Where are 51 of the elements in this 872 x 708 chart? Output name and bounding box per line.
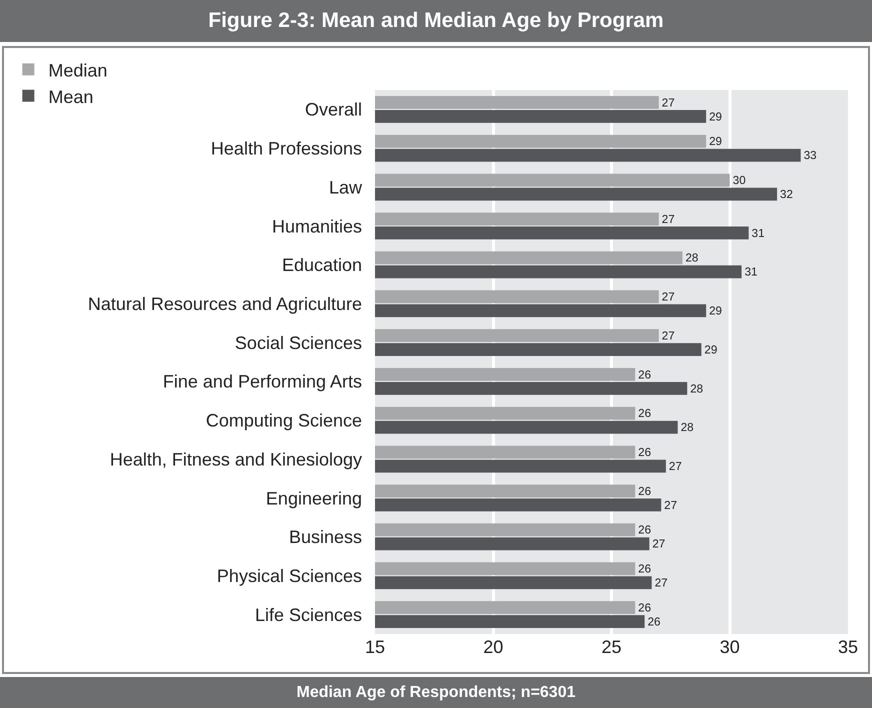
x-axis-title: Median Age of Respondents; n=6301	[0, 677, 872, 708]
data-label: 27	[668, 460, 682, 473]
data-label: 30	[732, 175, 746, 188]
data-label: 26	[648, 616, 660, 628]
data-label: 26	[638, 524, 652, 537]
y-tick-label: Social Sciences	[234, 332, 362, 353]
y-tick-label: Health, Fitness and Kinesiology	[110, 449, 362, 470]
data-label: 27	[664, 500, 678, 512]
data-label: 31	[744, 266, 758, 279]
data-label: 28	[680, 422, 694, 434]
data-label: 33	[804, 150, 817, 162]
x-tick-label: 25	[601, 637, 622, 657]
legend-label: Median	[48, 60, 108, 80]
data-label: 29	[709, 136, 722, 148]
legend-label: Mean	[48, 86, 94, 107]
data-label: 26	[638, 486, 652, 498]
chart-title: Figure 2-3: Mean and Median Age by Program	[0, 0, 872, 42]
data-label: 26	[638, 602, 652, 614]
data-label: 26	[638, 564, 652, 576]
x-tick-label: 15	[364, 637, 386, 657]
data-label: 27	[662, 292, 675, 304]
y-tick-label: Health Professions	[210, 138, 362, 159]
data-label: 32	[780, 188, 793, 201]
data-label: 28	[690, 383, 704, 396]
data-label: 27	[652, 538, 666, 551]
x-tick-label: 35	[838, 637, 858, 657]
data-label: 27	[662, 214, 675, 226]
y-tick-label: Overall	[304, 100, 362, 120]
data-label: 26	[638, 447, 652, 460]
y-tick-label: Education	[282, 255, 362, 276]
y-tick-label: Fine and Performing Arts	[162, 372, 362, 392]
data-label: 26	[638, 408, 652, 420]
data-label: 27	[662, 97, 675, 110]
y-tick-label: Computing Science	[206, 410, 362, 431]
y-tick-label: Life Sciences	[254, 604, 362, 625]
y-tick-label: Business	[288, 527, 362, 548]
data-label: 29	[709, 111, 722, 124]
data-label: 31	[752, 228, 765, 240]
data-label: 26	[638, 369, 652, 382]
data-label: 27	[654, 578, 668, 590]
data-label: 29	[704, 344, 718, 356]
y-tick-label: Natural Resources and Agriculture	[88, 294, 362, 314]
x-tick-label: 20	[483, 637, 504, 657]
data-label: 27	[662, 330, 675, 342]
y-tick-label: Physical Sciences	[216, 566, 362, 586]
y-tick-label: Humanities	[272, 216, 362, 236]
data-label: 29	[709, 306, 722, 318]
x-tick-label: 30	[720, 637, 740, 657]
y-tick-label: Engineering	[266, 488, 362, 508]
y-tick-label: Law	[328, 177, 363, 198]
data-label: 28	[685, 252, 698, 265]
